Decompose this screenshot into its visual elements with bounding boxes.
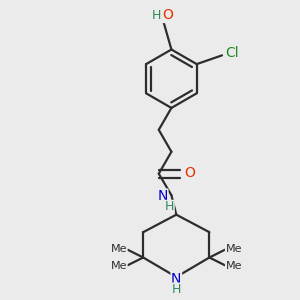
Text: Me: Me [226, 261, 242, 271]
Text: H: H [172, 283, 181, 296]
Text: H: H [165, 200, 174, 213]
Text: H: H [152, 9, 161, 22]
Text: O: O [184, 166, 196, 180]
Text: O: O [162, 8, 173, 22]
Text: Cl: Cl [225, 46, 238, 60]
Text: N: N [171, 272, 181, 286]
Text: Me: Me [111, 244, 127, 254]
Text: Me: Me [111, 261, 127, 271]
Text: Me: Me [226, 244, 242, 254]
Text: N: N [158, 189, 168, 203]
